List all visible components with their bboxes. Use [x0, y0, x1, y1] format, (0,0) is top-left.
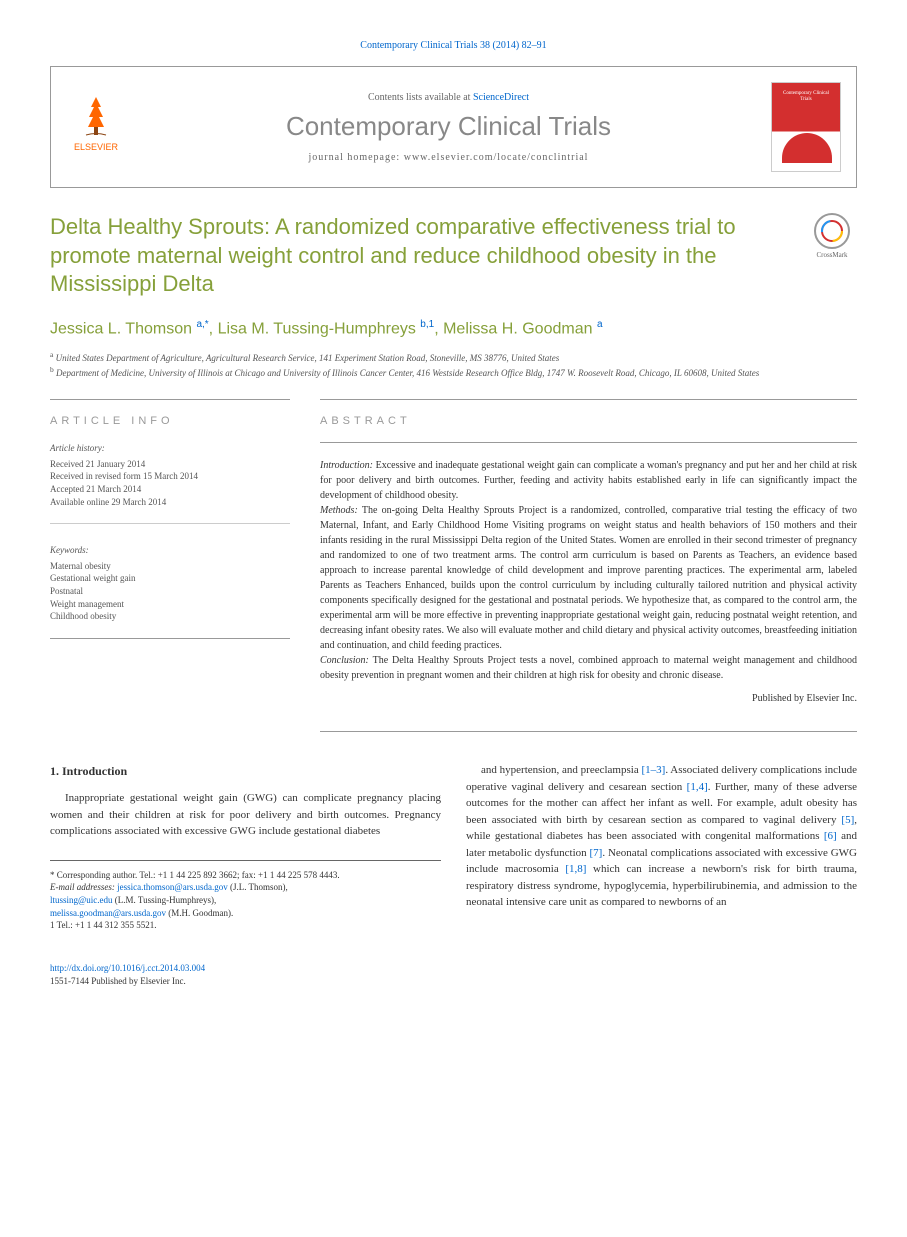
issn-line: 1551-7144 Published by Elsevier Inc. — [50, 976, 186, 986]
history-line: Received 21 January 2014 — [50, 458, 290, 471]
abstract-conclusion-text: The Delta Healthy Sprouts Project tests … — [320, 655, 857, 681]
body-text-a: and hypertension, and preeclampsia — [481, 764, 642, 776]
citation-header: Contemporary Clinical Trials 38 (2014) 8… — [50, 40, 857, 51]
ref-link-1-3[interactable]: [1–3] — [642, 764, 666, 776]
email-label: E-mail addresses: — [50, 882, 117, 892]
journal-homepage: journal homepage: www.elsevier.com/locat… — [126, 152, 771, 163]
contents-available-line: Contents lists available at ScienceDirec… — [126, 92, 771, 103]
email-link-2[interactable]: ltussing@uic.edu — [50, 895, 113, 905]
introduction-heading: 1. Introduction — [50, 762, 441, 780]
footnote-tel-1: 1 Tel.: +1 1 44 312 355 5521. — [50, 919, 441, 932]
article-history-block: Article history: Received 21 January 201… — [50, 442, 290, 524]
elsevier-logo-text: ELSEVIER — [74, 142, 118, 152]
keywords-label: Keywords: — [50, 544, 290, 557]
doi-link[interactable]: http://dx.doi.org/10.1016/j.cct.2014.03.… — [50, 963, 205, 973]
sciencedirect-link[interactable]: ScienceDirect — [473, 92, 529, 103]
author-list: Jessica L. Thomson a,*, Lisa M. Tussing-… — [50, 319, 857, 338]
email-who-2: (L.M. Tussing-Humphreys), — [113, 895, 217, 905]
crossmark-badge[interactable]: CrossMark — [807, 213, 857, 263]
history-line: Accepted 21 March 2014 — [50, 483, 290, 496]
elsevier-logo: ELSEVIER — [66, 92, 126, 162]
article-title: Delta Healthy Sprouts: A randomized comp… — [50, 213, 787, 299]
keyword-line: Postnatal — [50, 585, 290, 598]
email-link-3[interactable]: melissa.goodman@ars.usda.gov — [50, 908, 166, 918]
history-line: Received in revised form 15 March 2014 — [50, 470, 290, 483]
body-column-left: 1. Introduction Inappropriate gestationa… — [50, 762, 441, 988]
affiliation-line: a United States Department of Agricultur… — [50, 350, 857, 365]
keywords-block: Keywords: Maternal obesityGestational we… — [50, 544, 290, 639]
contents-prefix: Contents lists available at — [368, 92, 473, 103]
intro-paragraph-1: Inappropriate gestational weight gain (G… — [50, 790, 441, 840]
ref-link-1-4[interactable]: [1,4] — [687, 781, 708, 793]
intro-paragraph-2: and hypertension, and preeclampsia [1–3]… — [466, 762, 857, 911]
homepage-url: www.elsevier.com/locate/conclintrial — [404, 152, 589, 163]
abstract-methods-text: The on-going Delta Healthy Sprouts Proje… — [320, 505, 857, 651]
journal-cover-thumbnail: Contemporary Clinical Trials — [771, 82, 841, 172]
cover-title-text: Contemporary Clinical Trials — [777, 91, 835, 102]
history-line: Available online 29 March 2014 — [50, 496, 290, 509]
ref-link-6[interactable]: [6] — [824, 830, 837, 842]
keyword-line: Childhood obesity — [50, 610, 290, 623]
article-info-heading: ARTICLE INFO — [50, 399, 290, 427]
affiliation-line: b Department of Medicine, University of … — [50, 365, 857, 380]
affiliations: a United States Department of Agricultur… — [50, 350, 857, 379]
keyword-line: Maternal obesity — [50, 560, 290, 573]
keyword-line: Weight management — [50, 598, 290, 611]
ref-link-1-8[interactable]: [1,8] — [565, 863, 586, 875]
ref-link-5[interactable]: [5] — [841, 814, 854, 826]
abstract-intro-text: Excessive and inadequate gestational wei… — [320, 460, 857, 501]
ref-link-7[interactable]: [7] — [590, 847, 603, 859]
abstract-conclusion-label: Conclusion: — [320, 655, 369, 666]
keyword-line: Gestational weight gain — [50, 572, 290, 585]
email-addresses-line: E-mail addresses: jessica.thomson@ars.us… — [50, 881, 441, 919]
email-who-3: (M.H. Goodman). — [166, 908, 233, 918]
journal-name: Contemporary Clinical Trials — [126, 111, 771, 142]
abstract-body: Introduction: Excessive and inadequate g… — [320, 442, 857, 732]
journal-header: ELSEVIER Contents lists available at Sci… — [50, 66, 857, 188]
abstract-heading: ABSTRACT — [320, 399, 857, 427]
doi-block: http://dx.doi.org/10.1016/j.cct.2014.03.… — [50, 962, 441, 989]
crossmark-icon — [820, 219, 844, 243]
body-column-right: and hypertension, and preeclampsia [1–3]… — [466, 762, 857, 988]
elsevier-tree-icon — [71, 92, 121, 142]
abstract-intro-label: Introduction: — [320, 460, 373, 471]
history-label: Article history: — [50, 442, 290, 455]
email-who-1: (J.L. Thomson), — [228, 882, 288, 892]
abstract-methods-label: Methods: — [320, 505, 358, 516]
footnotes-block: * Corresponding author. Tel.: +1 1 44 22… — [50, 860, 441, 932]
abstract-publisher: Published by Elsevier Inc. — [320, 691, 857, 716]
homepage-prefix: journal homepage: — [309, 152, 404, 163]
email-link-1[interactable]: jessica.thomson@ars.usda.gov — [117, 882, 228, 892]
corresponding-author-note: * Corresponding author. Tel.: +1 1 44 22… — [50, 869, 441, 882]
crossmark-label: CrossMark — [807, 251, 857, 259]
